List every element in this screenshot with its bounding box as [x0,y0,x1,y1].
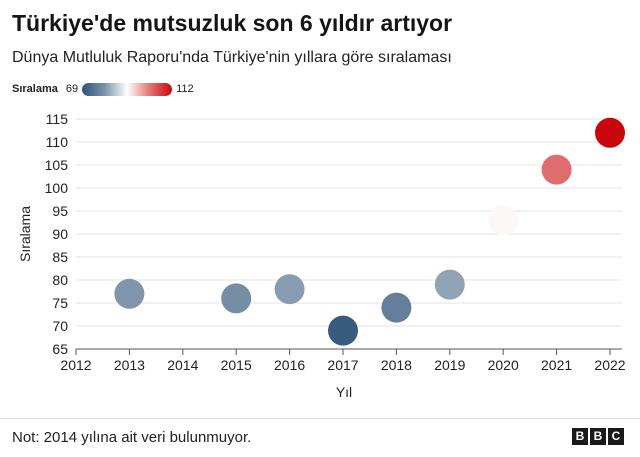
y-tick-label: 115 [46,111,69,127]
y-tick-label: 110 [46,134,69,150]
legend-max-label: 112 [176,83,194,95]
x-tick-label: 2018 [381,357,412,373]
x-tick-label: 2019 [434,357,465,373]
grid-lines [76,118,622,327]
data-point [114,278,145,309]
y-tick-label: 75 [52,295,68,311]
logo-letter: B [590,428,606,445]
x-tick-label: 2017 [327,357,358,373]
data-point [595,117,625,148]
y-tick-label: 65 [52,341,68,357]
y-tick-label: 80 [52,272,68,288]
footnote: Not: 2014 yılına ait veri bulunmuyor. [12,429,252,446]
x-tick-label: 2021 [541,357,572,373]
data-point [381,292,412,323]
y-tick-label: 100 [45,180,69,196]
data-point [541,154,572,185]
chart-subtitle: Dünya Mutluluk Raporu'nda Türkiye'nin yı… [12,49,452,66]
data-points [114,117,625,346]
footer-divider [0,418,640,419]
legend-title: Sıralama [12,83,58,95]
x-tick-label: 2020 [488,357,519,373]
x-tick-label: 2013 [114,357,145,373]
y-tick-label: 105 [45,157,69,173]
data-point [328,315,358,346]
x-axis-title: Yıl [336,384,352,400]
bbc-logo: B B C [572,428,624,445]
x-tick-label: 2012 [60,357,91,373]
x-tick-label: 2022 [594,357,625,373]
logo-letter: B [572,428,588,445]
logo-letter: C [608,428,624,445]
legend-min-label: 69 [65,83,79,95]
chart-title: Türkiye'de mutsuzluk son 6 yıldır artıyo… [12,10,453,36]
data-point [274,274,305,305]
y-tick-label: 85 [52,249,68,265]
y-tick-label: 90 [52,226,68,242]
y-tick-label: 95 [52,203,68,219]
y-tick-label: 70 [52,318,68,334]
legend-gradient-bar [82,82,173,96]
x-tick-label: 2015 [221,357,252,373]
x-tick-label: 2014 [167,357,198,373]
data-point [488,205,519,236]
x-axis-ticks: 2012 2013 2014 2015 2016 2017 2018 2019 2020 2021… [60,349,626,373]
data-point [221,283,252,314]
data-point [434,269,465,300]
y-axis-ticks: 65 70 75 80 85 90 95 100 105 110 115 [45,111,69,357]
y-axis-title: Sıralama [17,206,33,262]
x-tick-label: 2016 [274,357,305,373]
color-legend: Sıralama 69 112 [12,81,194,97]
